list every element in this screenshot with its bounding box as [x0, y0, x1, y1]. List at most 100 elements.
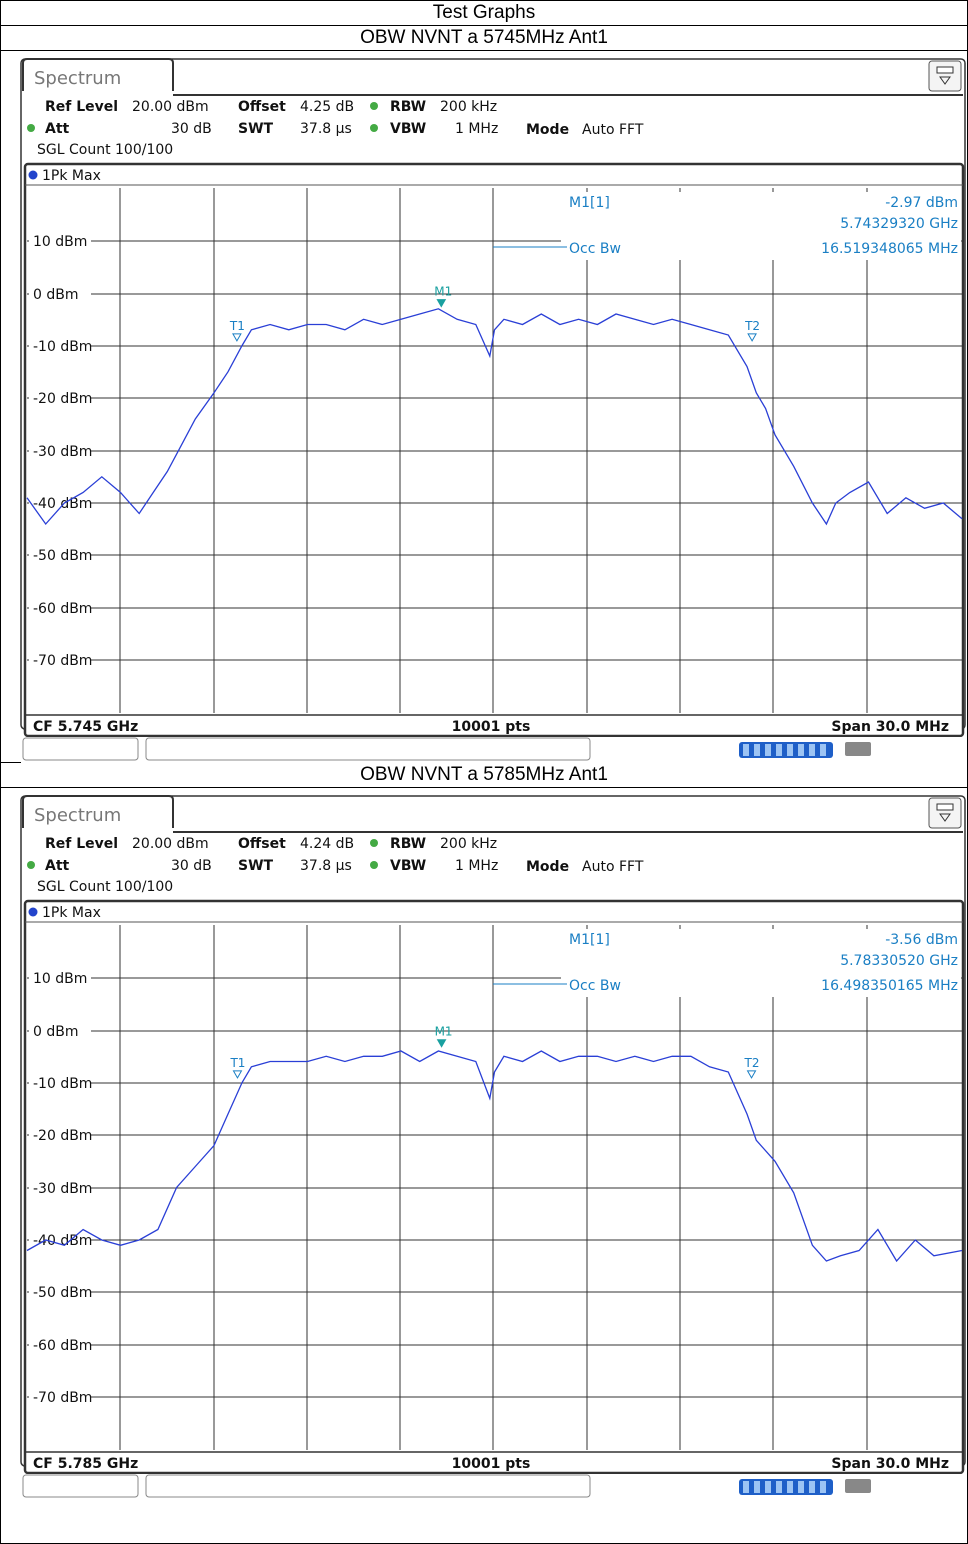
swt-label: SWT: [238, 121, 274, 137]
spectrum-tab: [22, 58, 174, 91]
footer-pts: 10001 pts: [452, 719, 531, 735]
y-tick-label: 0 dBm: [33, 1024, 79, 1040]
spectrum-svg: Spectrum Ref Level 20.00 dBm Offset 4.24 dB R…: [20, 795, 967, 1500]
page-title: Test Graphs: [1, 1, 967, 26]
progress-segment: [820, 744, 826, 756]
progress-segment: [820, 1481, 826, 1493]
offset-label: Offset: [238, 99, 286, 115]
marker-value: -2.97 dBm: [885, 195, 958, 211]
spectrum-tab: [22, 795, 174, 828]
ref-level-value: 20.00 dBm: [132, 836, 209, 852]
ref-level-label: Ref Level: [45, 836, 118, 852]
progress-segment: [787, 1481, 793, 1493]
chart-section-1: OBW NVNT a 5745MHz Ant1 Spectrum Ref Leve…: [1, 26, 967, 763]
marker-m1-label: M1: [435, 1025, 453, 1039]
trace-dot: [28, 907, 38, 917]
rbw-status-dot: [370, 839, 378, 847]
spectrum-svg: Spectrum Ref Level 20.00 dBm Offset 4.25 dB R…: [20, 58, 967, 763]
marker-t1-label: T1: [229, 319, 245, 333]
occ-bw-value: 16.498350165 MHz: [821, 978, 958, 994]
tab-label: Spectrum: [34, 805, 121, 826]
footer-cf: CF 5.745 GHz: [33, 719, 138, 735]
occ-bw-label: Occ Bw: [569, 241, 621, 257]
occ-bw-label: Occ Bw: [569, 978, 621, 994]
status-icon: [845, 1479, 871, 1493]
spectrum-screenshot: Spectrum Ref Level 20.00 dBm Offset 4.24 dB R…: [1, 788, 967, 1500]
y-tick-label: -50 dBm: [33, 1285, 92, 1301]
trace-line: [26, 1050, 963, 1263]
status-field-2: [145, 1474, 591, 1498]
rbw-status-dot: [370, 102, 378, 110]
att-status-dot: [27, 861, 35, 869]
y-tick-label: 0 dBm: [33, 287, 79, 303]
progress-bar: [739, 1479, 833, 1495]
y-tick-label: 10 dBm: [33, 971, 87, 987]
progress-segment: [798, 744, 804, 756]
tick-label-bg: [29, 1022, 91, 1039]
att-value: 30 dB: [171, 858, 212, 874]
footer-cf: CF 5.785 GHz: [33, 1456, 138, 1472]
progress-segment: [776, 744, 782, 756]
tick-label-bg: [29, 337, 91, 354]
marker-t2: [746, 1070, 757, 1079]
tick-label-bg: [29, 1336, 91, 1353]
occ-bw-value: 16.519348065 MHz: [821, 241, 958, 257]
trace-label: 1Pk Max: [42, 905, 101, 921]
progress-segment: [743, 1481, 749, 1493]
y-tick-label: -20 dBm: [33, 391, 92, 407]
marker-t2: [747, 333, 757, 342]
y-tick-label: -60 dBm: [33, 1338, 92, 1354]
att-value: 30 dB: [171, 121, 212, 137]
sgl-count: SGL Count 100/100: [37, 879, 173, 895]
menu-icon: [928, 60, 962, 92]
tick-label-bg: [29, 651, 91, 668]
progress-bar: [739, 742, 833, 758]
y-tick-label: -20 dBm: [33, 1128, 92, 1144]
sgl-count: SGL Count 100/100: [37, 142, 173, 158]
ref-level-value: 20.00 dBm: [132, 99, 209, 115]
marker-m1: [436, 1039, 447, 1048]
marker-t2-label: T2: [744, 319, 760, 333]
tab-label: Spectrum: [34, 68, 121, 89]
marker-freq: 5.74329320 GHz: [840, 216, 958, 232]
ref-level-label: Ref Level: [45, 99, 118, 115]
progress-segment: [776, 1481, 782, 1493]
readout-bg: [561, 929, 961, 997]
tick-label-bg: [29, 232, 91, 249]
y-tick-label: -10 dBm: [33, 339, 92, 355]
marker-m1-label: M1: [434, 285, 452, 299]
rbw-value: 200 kHz: [440, 99, 497, 115]
tick-label-bg: [29, 1283, 91, 1300]
tick-label-bg: [29, 442, 91, 459]
status-field-1: [22, 737, 139, 761]
mode-value: Auto FFT: [582, 122, 644, 138]
trace-line: [26, 308, 963, 526]
mode-value: Auto FFT: [582, 859, 644, 875]
progress-segment: [765, 744, 771, 756]
progress-segment: [809, 744, 815, 756]
section-title: OBW NVNT a 5785MHz Ant1: [1, 763, 967, 788]
y-tick-label: -30 dBm: [33, 1181, 92, 1197]
rbw-value: 200 kHz: [440, 836, 497, 852]
y-tick-label: -50 dBm: [33, 548, 92, 564]
menu-icon-arrow: [939, 813, 951, 822]
menu-icon-slot: [936, 803, 954, 811]
offset-value: 4.25 dB: [300, 99, 354, 115]
trace-label: 1Pk Max: [42, 168, 101, 184]
tick-label-bg: [29, 1126, 91, 1143]
att-label: Att: [45, 858, 70, 874]
swt-value: 37.8 µs: [300, 858, 352, 874]
y-tick-label: 10 dBm: [33, 234, 87, 250]
tick-label-bg: [29, 599, 91, 616]
rbw-label: RBW: [390, 836, 426, 852]
y-tick-label: -70 dBm: [33, 653, 92, 669]
tick-label-bg: [29, 285, 91, 302]
tick-label-bg: [29, 546, 91, 563]
tick-label-bg: [29, 389, 91, 406]
footer-span: Span 30.0 MHz: [831, 719, 949, 735]
progress-segment: [765, 1481, 771, 1493]
spectrum-screenshot: Spectrum Ref Level 20.00 dBm Offset 4.25 dB R…: [1, 51, 967, 763]
menu-icon: [928, 797, 962, 829]
y-tick-label: -60 dBm: [33, 601, 92, 617]
